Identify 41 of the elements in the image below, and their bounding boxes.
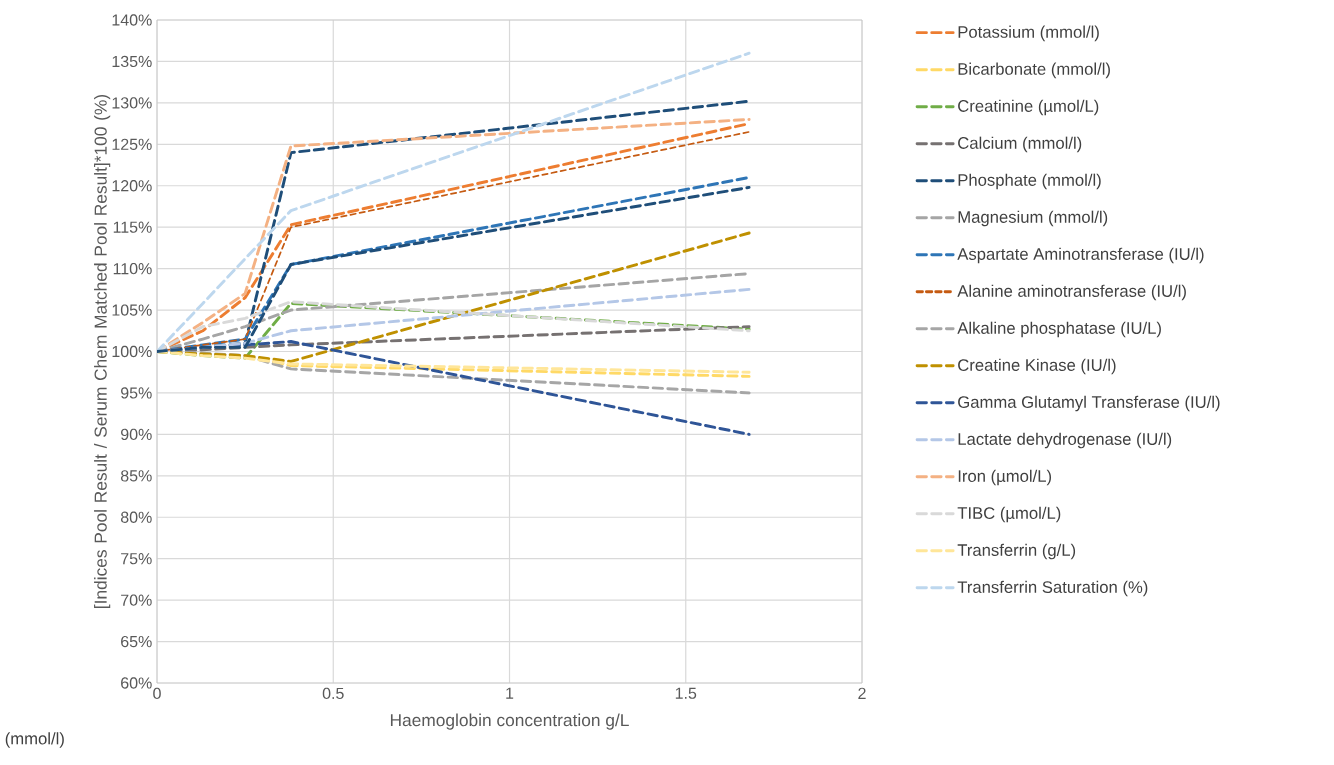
x-axis-title: Haemoglobin concentration g/L: [390, 713, 629, 730]
legend-label: Potassium (mmol/l): [958, 25, 1099, 42]
legend-label: Transferrin (g/L): [957, 543, 1076, 560]
x-tick-label: 1: [506, 687, 514, 699]
y-tick-label: 95%: [121, 387, 152, 399]
legend-label: Gamma Glutamyl Transferase (IU/l): [958, 395, 1220, 412]
y-tick-label: 120%: [112, 180, 152, 192]
x-tick-label: 0: [153, 687, 161, 700]
y-axis-title: [Indices Pool Result / Serum Chem Matched Pool Result]*100 (%): [94, 94, 111, 608]
y-tick-label: 100%: [112, 345, 152, 358]
legend-label: Alkaline phosphatase (IU/L): [957, 321, 1161, 338]
y-tick-label: 110%: [113, 262, 152, 275]
legend-label: Phosphate (mmol/l): [958, 173, 1101, 190]
y-tick-label: 85%: [120, 470, 152, 482]
y-tick-label: 70%: [121, 594, 152, 606]
y-tick-label: 115%: [113, 221, 152, 233]
legend-label: Transferrin Saturation (%): [957, 580, 1148, 597]
y-tick-label: 90%: [121, 428, 152, 441]
legend-label: Lactate dehydrogenase (IU/l): [958, 432, 1172, 449]
text: (mmol/l): [5, 732, 64, 748]
legend-label: Alanine aminotransferase (IU/l): [957, 284, 1186, 301]
x-tick-label: 1.5: [675, 687, 697, 699]
legend-label: Creatine Kinase (IU/l): [958, 358, 1116, 375]
y-tick-label: 130%: [112, 97, 152, 109]
y-tick-label: 60%: [121, 677, 152, 689]
y-tick-label: 80%: [120, 511, 152, 523]
y-tick-label: 75%: [121, 553, 152, 565]
legend-label: Calcium (mmol/l): [958, 136, 1082, 153]
legend-label: Aspartate Aminotransferase (IU/l): [957, 247, 1204, 264]
legend-label: TIBC (µmol/L): [957, 506, 1061, 523]
y-tick-label: 65%: [121, 635, 152, 648]
y-tick-label: 140%: [112, 14, 152, 26]
legend-label: Magnesium (mmol/l): [958, 210, 1108, 227]
legend-label: Bicarbonate (mmol/l): [958, 62, 1110, 79]
y-tick-label: 135%: [112, 55, 152, 68]
legend-label: Iron (µmol/L): [958, 469, 1052, 486]
legend-label: Creatinine (µmol/L): [958, 99, 1099, 116]
y-tick-label: 105%: [112, 304, 152, 316]
x-tick-label: 2: [858, 687, 866, 699]
x-tick-label: 0.5: [322, 687, 344, 700]
y-tick-label: 125%: [112, 138, 152, 150]
